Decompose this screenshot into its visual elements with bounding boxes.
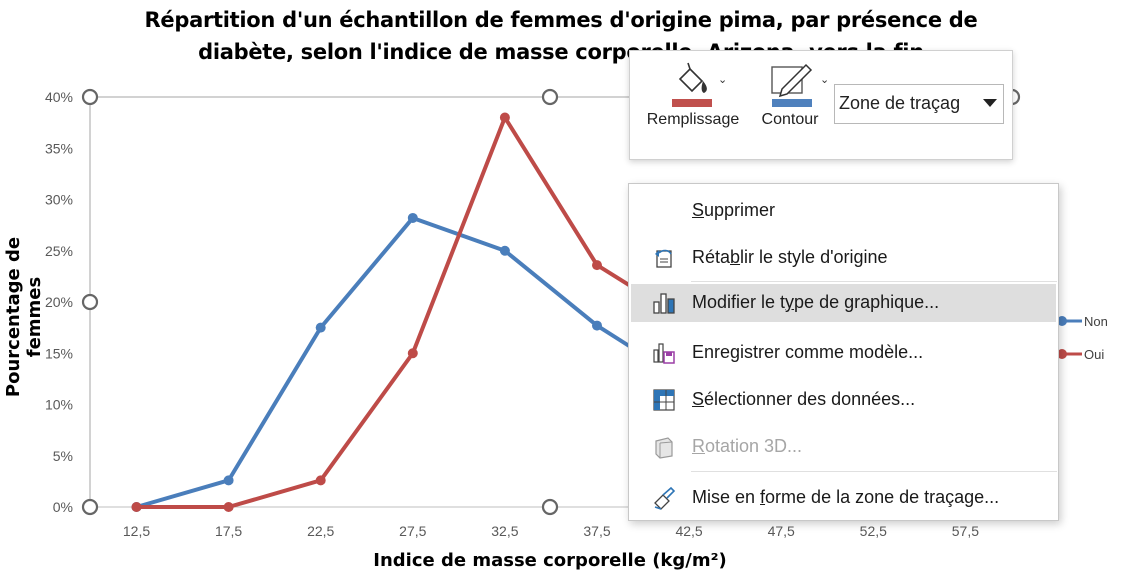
menu-item-change-chart-type[interactable]: Modifier le type de graphique...	[631, 284, 1056, 322]
rotation-3d-icon	[655, 437, 673, 459]
data-point[interactable]	[131, 502, 142, 512]
legend-entry-oui[interactable]: Oui	[1084, 347, 1105, 362]
context-menu: Supprimer Rétablir le style d'origine Mo…	[628, 183, 1059, 521]
paint-bucket-icon	[672, 62, 712, 107]
data-point[interactable]	[315, 322, 326, 333]
data-point[interactable]	[407, 212, 418, 223]
y-tick-label: 5%	[53, 448, 73, 464]
x-tick-label: 32,5	[491, 523, 518, 539]
format-plot-area-icon	[654, 486, 676, 510]
menu-item-label: Modifier le type de graphique...	[692, 292, 940, 312]
x-tick-label: 22,5	[307, 523, 334, 539]
outline-button[interactable]: ⌄ Contour	[754, 59, 830, 129]
outline-button-label: Contour	[761, 111, 819, 128]
fill-button[interactable]: ⌄ Remplissage	[640, 59, 746, 129]
y-tick-label: 15%	[45, 345, 73, 361]
series-line[interactable]	[135, 215, 691, 509]
selection-handle[interactable]	[541, 498, 559, 516]
data-point[interactable]	[223, 502, 234, 512]
menu-separator	[691, 281, 1057, 282]
menu-separator	[691, 471, 1057, 472]
y-tick-label: 40%	[45, 89, 73, 105]
menu-item-delete[interactable]: Supprimer	[631, 192, 1056, 230]
menu-item-label: Sélectionner des données...	[692, 389, 916, 409]
x-tick-label: 52,5	[860, 523, 887, 539]
menu-item-rotation-3d: Rotation 3D...	[631, 428, 1056, 466]
legend-entry-non[interactable]: Non	[1084, 314, 1108, 329]
legend-marker-point	[1057, 316, 1067, 326]
fill-dropdown-chevron-icon[interactable]: ⌄	[718, 74, 728, 86]
data-point[interactable]	[499, 112, 510, 123]
y-tick-label: 30%	[45, 192, 73, 208]
menu-item-label: Enregistrer comme modèle...	[692, 342, 924, 362]
chart-element-selector-value: Zone de traçag	[839, 93, 961, 113]
x-tick-label: 37,5	[583, 523, 610, 539]
fill-button-label: Remplissage	[646, 111, 740, 128]
series-line[interactable]	[136, 115, 691, 509]
selection-handle[interactable]	[541, 88, 559, 106]
menu-item-select-data[interactable]: Sélectionner des données...	[631, 381, 1056, 419]
change-chart-type-icon	[653, 293, 675, 314]
y-tick-label: 35%	[45, 140, 73, 156]
data-point[interactable]	[592, 320, 602, 331]
menu-item-format-plot-area[interactable]: Mise en forme de la zone de traçage...	[631, 479, 1056, 517]
x-axis-label[interactable]: Indice de masse corporelle (kg/m²)	[373, 550, 727, 571]
chart-title-line-1[interactable]: Répartition d'un échantillon de femmes d…	[144, 8, 978, 32]
selection-handle[interactable]	[81, 498, 99, 516]
y-tick-label: 25%	[45, 243, 73, 259]
menu-item-save-template[interactable]: Enregistrer comme modèle...	[631, 334, 1056, 372]
format-mini-toolbar: ⌄ Remplissage ⌄ Contour Zone de traçag	[629, 50, 1013, 160]
x-tick-label: 42,5	[675, 523, 702, 539]
pencil-outline-icon	[771, 63, 813, 107]
y-tick-label: 10%	[45, 397, 73, 413]
selection-handle[interactable]	[81, 88, 99, 106]
y-axis-label[interactable]: Pourcentage de femmes	[3, 236, 45, 398]
reset-style-icon	[655, 249, 672, 268]
selection-handle[interactable]	[81, 293, 99, 311]
data-point[interactable]	[592, 260, 602, 271]
chart-element-selector-arrow-icon[interactable]	[983, 99, 997, 107]
x-tick-label: 12,5	[123, 523, 150, 539]
menu-item-reset-style[interactable]: Rétablir le style d'origine	[631, 239, 1056, 277]
chart-element-selector[interactable]: Zone de traçag	[834, 84, 1004, 124]
menu-item-label: Supprimer	[692, 200, 776, 220]
y-tick-label: 20%	[45, 294, 73, 310]
data-point[interactable]	[499, 245, 510, 256]
x-tick-label: 17,5	[215, 523, 242, 539]
data-point[interactable]	[407, 348, 418, 359]
menu-item-label: Mise en forme de la zone de traçage...	[692, 487, 1000, 507]
legend-marker-point	[1057, 349, 1067, 359]
menu-item-label: Rétablir le style d'origine	[692, 247, 888, 267]
x-tick-label: 27,5	[399, 523, 426, 539]
menu-item-label: Rotation 3D...	[692, 436, 803, 456]
save-template-icon	[653, 343, 675, 364]
outline-dropdown-chevron-icon[interactable]: ⌄	[820, 74, 830, 86]
y-tick-label: 0%	[53, 499, 73, 515]
x-tick-label: 57,5	[952, 523, 979, 539]
data-point[interactable]	[223, 475, 234, 486]
x-tick-label: 47,5	[768, 523, 795, 539]
data-point[interactable]	[315, 475, 326, 486]
select-data-icon	[653, 389, 675, 411]
